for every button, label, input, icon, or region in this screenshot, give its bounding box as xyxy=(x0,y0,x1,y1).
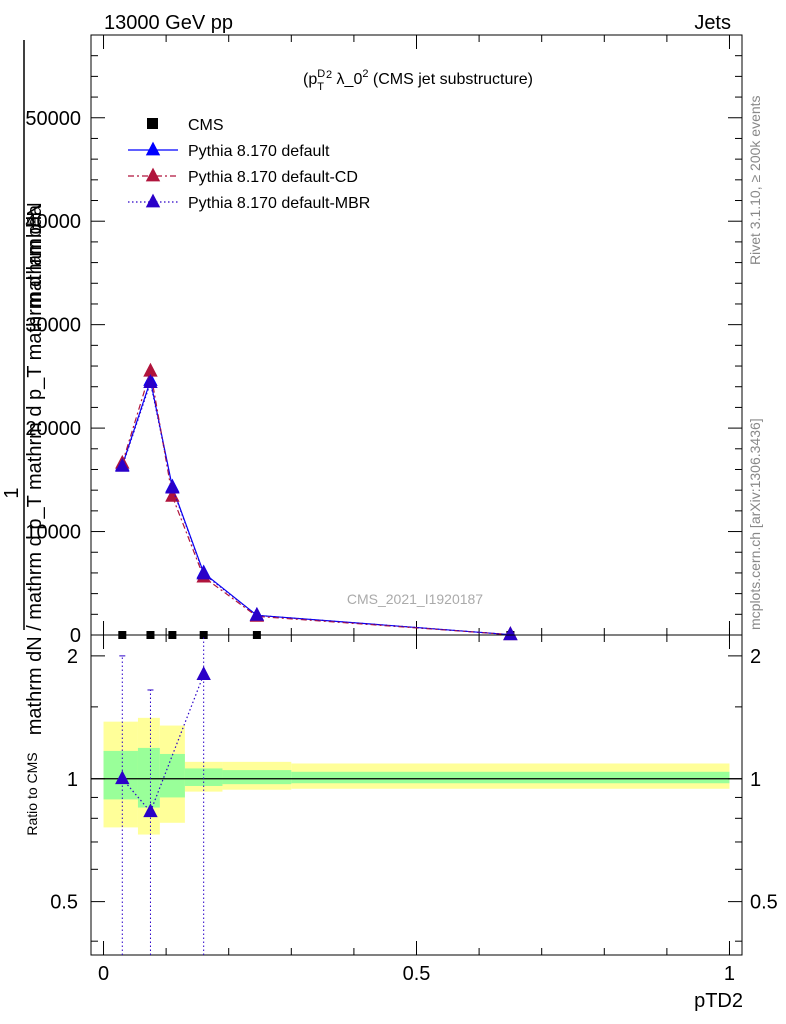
header-left: 13000 GeV pp xyxy=(104,12,233,34)
legend-label: Pythia 8.170 default-CD xyxy=(188,169,358,186)
main-y-tick-label: 10000 xyxy=(25,522,81,544)
ratio-band-inner xyxy=(291,771,730,784)
series-marker xyxy=(143,362,158,377)
ratio-band-inner xyxy=(159,753,185,798)
legend-marker xyxy=(145,167,161,182)
legend-label: CMS xyxy=(188,117,224,134)
legend: CMS Pythia 8.170 default Pythia 8.170 defa… xyxy=(128,117,370,212)
ratio-y-axis-label: Ratio to CMS xyxy=(24,752,40,835)
series-marker xyxy=(165,487,180,502)
main-y-tick-label: 20000 xyxy=(25,418,81,440)
x-axis-label: pTD2 xyxy=(694,990,743,1012)
series-marker xyxy=(249,606,265,621)
ratio-y-tick-label: 1 xyxy=(67,769,78,791)
series-marker xyxy=(143,374,158,388)
ratio-series-marker xyxy=(143,803,158,818)
side-label-mcplots: mcplots.cern.ch [arXiv:1306.3436] xyxy=(747,418,763,630)
ratio-y-tick-label: 2 xyxy=(67,646,78,668)
ylabel-numerator-line: mathrm d²N xyxy=(24,202,46,308)
series-marker xyxy=(165,479,180,494)
side-label-rivet: Rivet 3.1.10, ≥ 200k events xyxy=(747,95,763,265)
ratio-x-tick-label: 1 xyxy=(724,963,735,985)
header-right: Jets xyxy=(694,12,731,34)
legend-label: Pythia 8.170 default xyxy=(188,143,330,160)
ratio-panel: 0.5 0.5 1 1 2 2 0 0.5 1 xyxy=(50,634,778,985)
main-panel: 0 10000 20000 30000 40000 50000 CMS Pythia 8.17… xyxy=(25,34,743,647)
ratio-band-inner xyxy=(184,768,223,786)
plot-title: (pD T2 λ_02 (CMS jet substructure) xyxy=(303,68,533,93)
ratio-frame xyxy=(90,634,743,956)
ylabel-one: 1 xyxy=(1,487,23,498)
legend-cms-marker xyxy=(147,118,158,129)
main-y-tick-label: 0 xyxy=(70,625,81,647)
ratio-y-tick-label: 0.5 xyxy=(50,892,78,914)
ratio-band-inner xyxy=(137,747,160,808)
series-marker xyxy=(503,626,518,641)
ratio-y-tick-label-right: 0.5 xyxy=(750,892,778,914)
series-marker xyxy=(196,565,211,580)
ratio-band-inner xyxy=(222,770,292,785)
ratio-x-tick-label: 0 xyxy=(98,963,109,985)
watermark: CMS_2021_I1920187 xyxy=(347,591,483,607)
main-y-tick-label: 50000 xyxy=(25,108,81,130)
main-y-tick-label: 30000 xyxy=(25,315,81,337)
ratio-x-tick-label: 0.5 xyxy=(403,963,431,985)
legend-label: Pythia 8.170 default-MBR xyxy=(188,195,370,212)
main-y-axis-label: mathrm d²N 1 mathrm dN / mathrm d p_T ma… xyxy=(1,40,46,735)
main-y-tick-label: 40000 xyxy=(25,211,81,233)
legend-marker xyxy=(145,141,161,156)
ratio-series-marker xyxy=(196,666,211,680)
legend-marker xyxy=(145,193,161,208)
series-marker xyxy=(115,457,130,472)
ratio-series-marker xyxy=(115,770,130,785)
ylabel-denominator-line: mathrm dN / mathrm d p_T mathrm d p_T ma… xyxy=(24,204,46,735)
ratio-y-tick-label-right: 2 xyxy=(750,646,761,668)
ratio-y-tick-label-right: 1 xyxy=(750,769,761,791)
series-line xyxy=(121,380,511,636)
